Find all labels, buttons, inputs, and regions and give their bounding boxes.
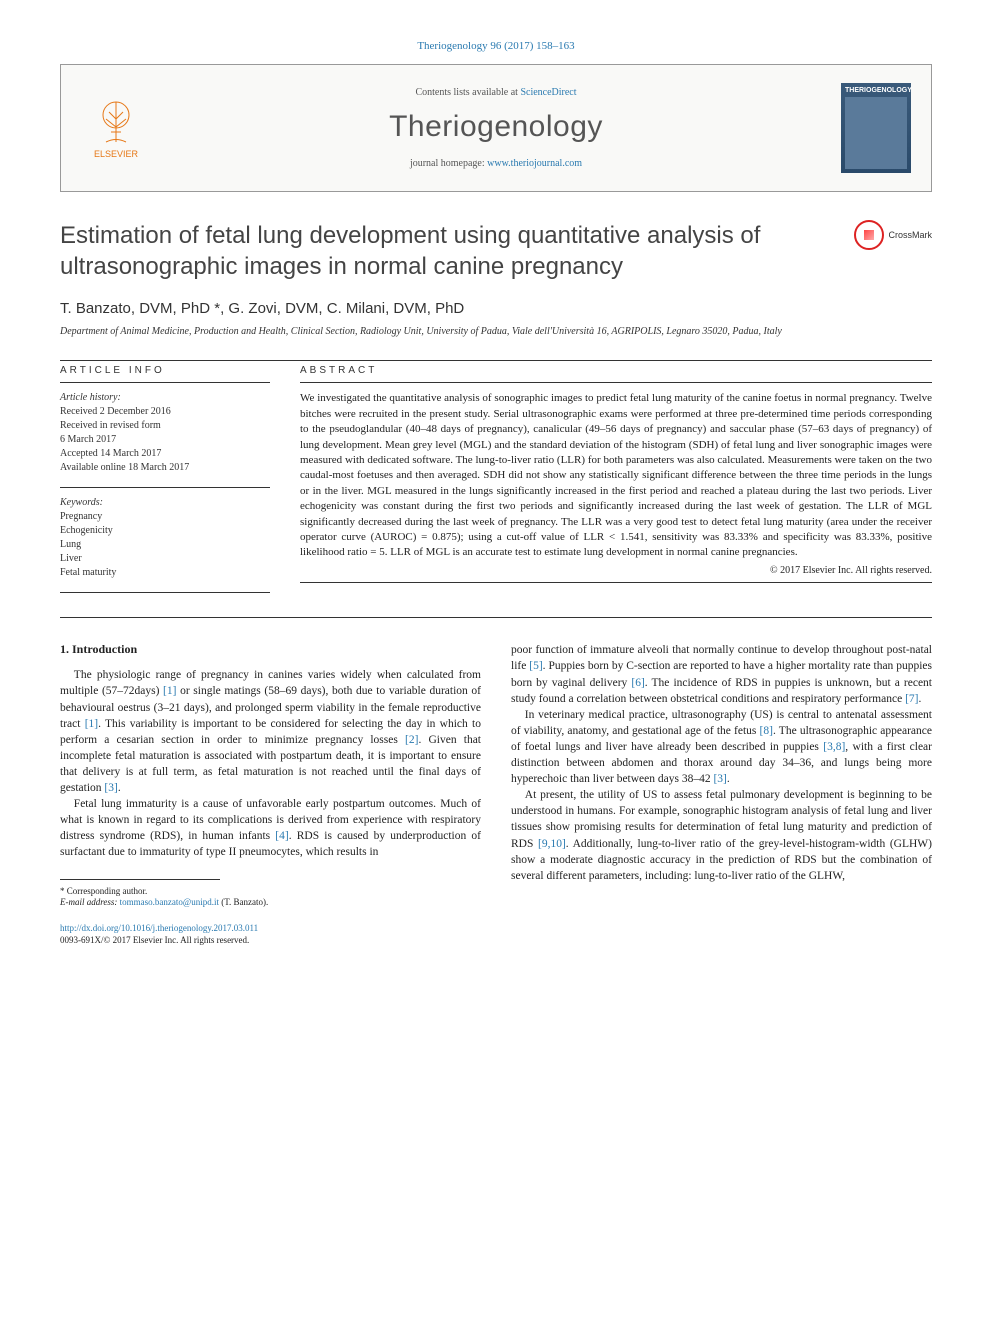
issn: 0093-691X/© 2017 Elsevier Inc. All right… [60, 935, 249, 945]
divider [60, 360, 932, 361]
homepage-label: journal homepage: [410, 158, 487, 169]
body-paragraph: poor function of immature alveoli that n… [511, 642, 932, 706]
keyword: Liver [60, 552, 270, 566]
info-divider [60, 487, 270, 488]
journal-name: Theriogenology [151, 110, 841, 144]
accepted-date: Accepted 14 March 2017 [60, 447, 270, 461]
contents-text: Contents lists available at [415, 87, 520, 98]
crossmark-widget[interactable]: CrossMark [854, 220, 932, 250]
body-paragraph: In veterinary medical practice, ultrason… [511, 707, 932, 787]
journal-header: ELSEVIER Contents lists available at Sci… [60, 64, 932, 192]
citation-link[interactable]: [2] [405, 734, 418, 746]
citation-link[interactable]: [5] [529, 660, 542, 672]
body-paragraph: The physiologic range of pregnancy in ca… [60, 667, 481, 796]
publisher-logo: ELSEVIER [81, 88, 151, 168]
citation-link[interactable]: [4] [275, 830, 288, 842]
abstract-divider [300, 582, 932, 583]
body-divider [60, 617, 932, 618]
elsevier-tree-icon [91, 97, 141, 147]
body-text: . Additionally, lung-to-liver ratio of t… [511, 838, 932, 882]
citation: Theriogenology 96 (2017) 158–163 [60, 40, 932, 52]
citation-link[interactable]: [1] [85, 718, 98, 730]
body-col-left: 1. Introduction The physiologic range of… [60, 642, 481, 946]
cover-image [845, 97, 907, 169]
cover-title: THERIOGENOLOGY [845, 87, 907, 94]
article-title: Estimation of fetal lung development usi… [60, 220, 842, 282]
citation-link[interactable]: [3] [713, 773, 726, 785]
corresponding-author: * Corresponding author. [60, 886, 481, 898]
abstract-label: ABSTRACT [300, 365, 932, 383]
body-col-right: poor function of immature alveoli that n… [511, 642, 932, 946]
homepage-link[interactable]: www.theriojournal.com [487, 158, 582, 169]
body-text: . [118, 782, 121, 794]
publisher-name: ELSEVIER [94, 149, 138, 159]
email-link[interactable]: tommaso.banzato@unipd.it [120, 897, 219, 907]
email-label: E-mail address: [60, 897, 120, 907]
doi-block: http://dx.doi.org/10.1016/j.theriogenolo… [60, 923, 481, 946]
copyright: © 2017 Elsevier Inc. All rights reserved… [300, 565, 932, 576]
abstract-col: ABSTRACT We investigated the quantitativ… [300, 365, 932, 593]
keyword: Pregnancy [60, 510, 270, 524]
article-history-heading: Article history: [60, 391, 270, 405]
body-columns: 1. Introduction The physiologic range of… [60, 642, 932, 946]
journal-cover: THERIOGENOLOGY [841, 83, 911, 173]
keyword: Echogenicity [60, 524, 270, 538]
email-suffix: (T. Banzato). [219, 897, 268, 907]
citation-link[interactable]: [3] [104, 782, 117, 794]
citation-link[interactable]: [3,8] [823, 741, 845, 753]
citation-link[interactable]: [6] [631, 677, 644, 689]
article-info-col: ARTICLE INFO Article history: Received 2… [60, 365, 270, 593]
crossmark-label: CrossMark [888, 230, 932, 240]
abstract-text: We investigated the quantitative analysi… [300, 391, 932, 560]
homepage: journal homepage: www.theriojournal.com [151, 158, 841, 169]
contents-lists: Contents lists available at ScienceDirec… [151, 87, 841, 98]
sciencedirect-link[interactable]: ScienceDirect [520, 87, 576, 98]
citation-link[interactable]: [7] [905, 693, 918, 705]
citation-link[interactable]: [1] [163, 685, 176, 697]
affiliation: Department of Animal Medicine, Productio… [60, 325, 932, 338]
email-footnote: E-mail address: tommaso.banzato@unipd.it… [60, 897, 481, 909]
footnote-divider [60, 879, 220, 880]
keywords-heading: Keywords: [60, 496, 270, 510]
authors: T. Banzato, DVM, PhD *, G. Zovi, DVM, C.… [60, 300, 932, 317]
keyword: Fetal maturity [60, 566, 270, 580]
received-date: Received 2 December 2016 [60, 405, 270, 419]
crossmark-icon [854, 220, 884, 250]
citation-link[interactable]: [9,10] [538, 838, 566, 850]
body-text: . [918, 693, 921, 705]
doi-link[interactable]: http://dx.doi.org/10.1016/j.theriogenolo… [60, 923, 258, 933]
revised-line2: 6 March 2017 [60, 433, 270, 447]
body-paragraph: Fetal lung immaturity is a cause of unfa… [60, 796, 481, 860]
revised-line1: Received in revised form [60, 419, 270, 433]
info-divider [60, 592, 270, 593]
intro-heading: 1. Introduction [60, 642, 481, 657]
keyword: Lung [60, 538, 270, 552]
body-paragraph: At present, the utility of US to assess … [511, 787, 932, 884]
citation-link[interactable]: [8] [760, 725, 773, 737]
article-info-label: ARTICLE INFO [60, 365, 270, 383]
online-date: Available online 18 March 2017 [60, 461, 270, 475]
body-text: . [727, 773, 730, 785]
